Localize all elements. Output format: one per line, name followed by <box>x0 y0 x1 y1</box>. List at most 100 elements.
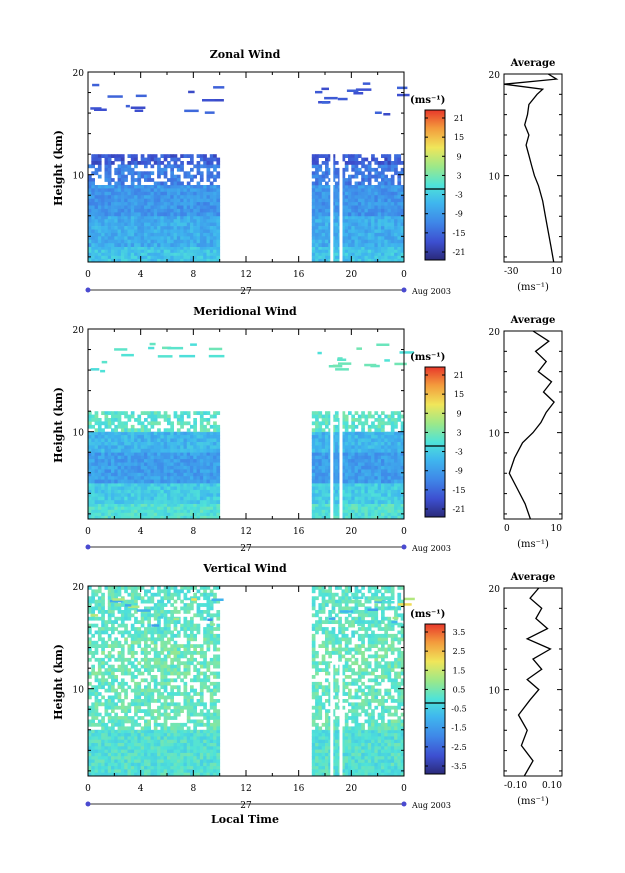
field-cell <box>311 174 316 179</box>
field-cell <box>176 174 181 179</box>
field-cell <box>91 445 95 450</box>
field-cell <box>163 215 168 220</box>
field-cell <box>371 252 375 257</box>
field-cell <box>173 258 178 263</box>
field-cell <box>377 459 382 463</box>
field-cell <box>88 246 92 251</box>
field-cell <box>377 181 382 186</box>
field-cell <box>351 164 355 169</box>
field-cell <box>394 164 398 169</box>
field-cell <box>193 243 197 247</box>
field-cell <box>334 445 339 450</box>
y-tick-label: 20 <box>73 69 85 79</box>
field-cell <box>107 157 112 162</box>
field-cell <box>130 442 135 446</box>
field-cell <box>199 188 204 193</box>
field-cell <box>88 435 92 439</box>
field-cell <box>351 483 355 487</box>
field-cell <box>315 164 319 169</box>
field-cell <box>107 729 112 734</box>
field-cell <box>361 483 365 487</box>
field-cell <box>361 239 365 244</box>
field-cell <box>111 506 115 511</box>
field-cell <box>311 448 316 453</box>
field-cell <box>381 459 385 463</box>
field-cell <box>180 739 184 744</box>
field-cell <box>88 512 92 517</box>
field-cell <box>357 161 362 165</box>
field-cell <box>341 215 346 220</box>
field-cell <box>144 459 148 463</box>
field-cell <box>206 198 211 203</box>
field-cell <box>328 476 332 480</box>
field-cell <box>394 438 398 443</box>
field-cell <box>137 232 142 237</box>
field-cell <box>134 509 138 514</box>
field-cell <box>387 212 392 217</box>
field-cell <box>150 729 155 734</box>
field-cell <box>150 239 155 244</box>
field-cell <box>144 435 148 439</box>
field-cell <box>167 769 171 774</box>
field-cell <box>334 476 339 480</box>
field-cell <box>400 232 405 237</box>
field-cell <box>190 246 194 251</box>
field-cell <box>186 503 191 508</box>
field-cell <box>97 431 102 436</box>
field-cell <box>203 239 207 244</box>
field-cell <box>140 424 145 429</box>
field-cell <box>400 188 405 193</box>
field-cell <box>94 515 99 520</box>
field-cell <box>124 759 128 764</box>
field-cell <box>390 208 395 213</box>
field-cell <box>387 486 392 491</box>
field-cell <box>104 733 109 737</box>
field-cell <box>374 226 379 230</box>
field-cell <box>144 739 148 744</box>
field-cell <box>97 215 102 220</box>
field-cell <box>88 198 92 203</box>
field-cell <box>351 226 355 230</box>
field-cell <box>374 493 379 498</box>
field-cell <box>150 249 155 254</box>
field-cell <box>348 202 352 206</box>
field-cell <box>400 239 405 244</box>
field-cell <box>377 232 382 237</box>
field-cell <box>88 749 92 754</box>
field-cell <box>170 749 174 754</box>
field-cell <box>364 421 369 426</box>
field-cell <box>331 246 336 251</box>
field-cell <box>377 249 382 254</box>
field-cell <box>107 705 112 710</box>
field-cell <box>315 435 319 439</box>
field-cell <box>199 500 204 504</box>
field-cell <box>147 486 151 491</box>
field-cell <box>186 743 191 747</box>
field-cell <box>173 239 178 244</box>
field-cell <box>170 472 174 477</box>
field-cell <box>186 489 191 494</box>
field-cell <box>173 469 178 474</box>
field-cell <box>153 759 158 764</box>
field-cell <box>94 452 99 456</box>
field-cell <box>196 759 201 764</box>
field-cell <box>384 448 388 453</box>
field-cell <box>140 154 145 158</box>
field-cell <box>331 229 336 234</box>
field-cell <box>384 226 388 230</box>
field-cell <box>183 512 188 517</box>
field-cell <box>374 483 379 487</box>
field-cell <box>88 181 92 186</box>
field-cell <box>397 174 402 179</box>
field-cell <box>364 431 369 436</box>
field-cell <box>209 503 214 508</box>
field-cell <box>318 239 323 244</box>
field-cell <box>183 195 188 199</box>
field-cell <box>325 164 329 169</box>
field-cell <box>140 195 145 199</box>
field-cell <box>167 212 171 217</box>
field-cell <box>134 442 138 446</box>
field-cell <box>157 252 161 257</box>
field-cell <box>318 489 323 494</box>
field-cell <box>104 431 109 436</box>
